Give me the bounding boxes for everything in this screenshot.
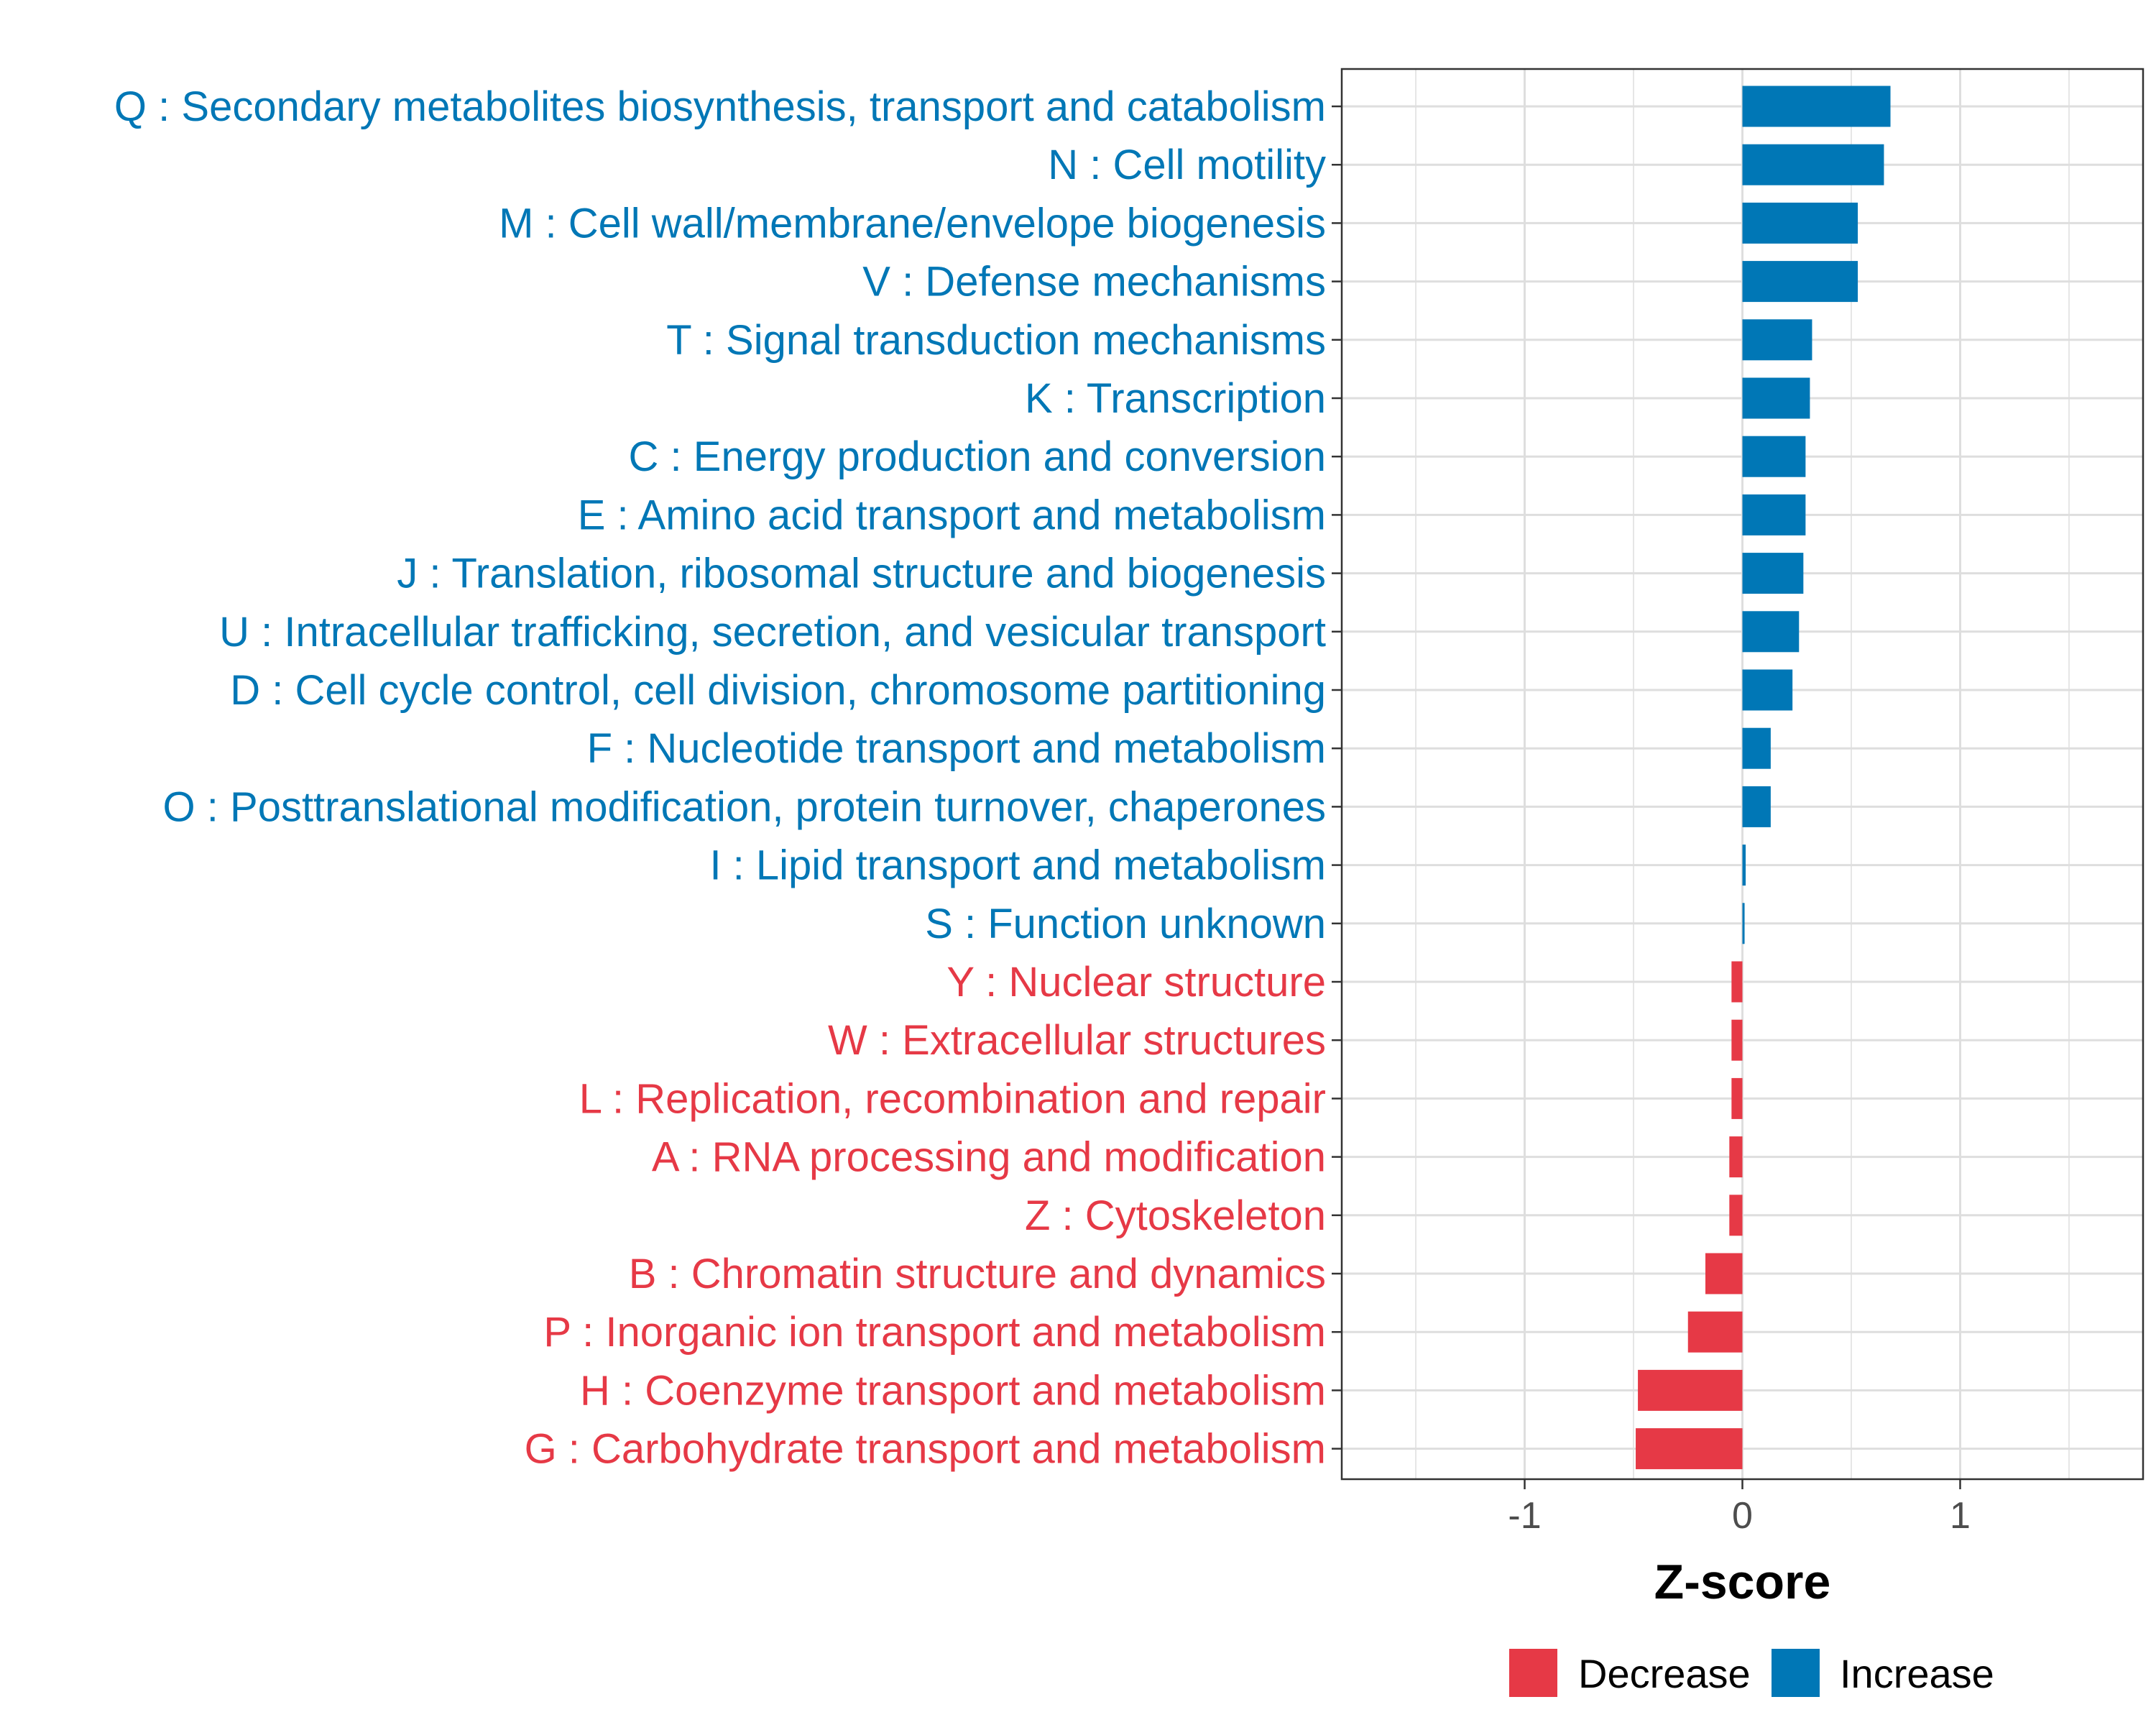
legend-swatch-decrease [1509, 1649, 1557, 1697]
x-tick-label: 0 [1732, 1495, 1753, 1537]
x-tick-label: 1 [1950, 1495, 1971, 1537]
category-label: L : Replication, recombination and repai… [579, 1075, 1326, 1122]
category-label: B : Chromatin structure and dynamics [629, 1251, 1326, 1297]
legend-label-decrease: Decrease [1578, 1651, 1751, 1696]
category-label: A : RNA processing and modification [652, 1134, 1326, 1181]
category-label: Y : Nuclear structure [946, 959, 1326, 1006]
x-axis-title: Z-score [1654, 1555, 1831, 1609]
legend-swatch-increase [1772, 1649, 1820, 1697]
bar-k [1742, 377, 1810, 419]
category-label: K : Transcription [1025, 375, 1326, 422]
bar-b [1705, 1253, 1743, 1294]
category-label: U : Intracellular trafficking, secretion… [219, 609, 1326, 656]
bar-d [1742, 669, 1793, 711]
category-label: T : Signal transduction mechanisms [666, 317, 1326, 364]
bar-j [1742, 553, 1804, 594]
category-label: Z : Cytoskeleton [1025, 1192, 1326, 1239]
bar-e [1742, 494, 1806, 535]
category-label: J : Translation, ribosomal structure and… [397, 551, 1326, 597]
category-label: O : Posttranslational modification, prot… [163, 783, 1326, 830]
bar-s [1742, 903, 1745, 944]
category-label: W : Extracellular structures [828, 1017, 1326, 1064]
category-label: C : Energy production and conversion [629, 433, 1326, 480]
bar-q [1742, 86, 1891, 127]
bar-l [1731, 1077, 1743, 1119]
category-label: H : Coenzyme transport and metabolism [580, 1367, 1326, 1414]
bar-v [1742, 261, 1858, 303]
category-label: M : Cell wall/membrane/envelope biogenes… [499, 200, 1326, 247]
category-label: P : Inorganic ion transport and metaboli… [543, 1309, 1326, 1356]
bar-t [1742, 319, 1812, 361]
category-label: D : Cell cycle control, cell division, c… [230, 667, 1326, 714]
category-label: F : Nucleotide transport and metabolism [587, 725, 1326, 772]
legend: Decrease Increase [1509, 1649, 1994, 1697]
bar-y [1731, 961, 1743, 1003]
category-label: I : Lipid transport and metabolism [709, 842, 1326, 889]
legend-label-increase: Increase [1840, 1651, 1994, 1696]
x-axis: -1 0 1 [1508, 1479, 1971, 1537]
x-tick-label: -1 [1508, 1495, 1541, 1537]
bar-w [1731, 1019, 1743, 1061]
category-labels: Q : Secondary metabolites biosynthesis, … [114, 83, 1342, 1473]
bar-a [1729, 1136, 1743, 1178]
bar-h [1638, 1369, 1743, 1411]
bar-z [1729, 1195, 1743, 1236]
bar-f [1742, 727, 1771, 769]
category-label: V : Defense mechanisms [862, 259, 1326, 305]
bar-m [1742, 202, 1858, 244]
bar-p [1687, 1311, 1743, 1353]
category-label: Q : Secondary metabolites biosynthesis, … [114, 83, 1326, 130]
category-label: G : Carbohydrate transport and metabolis… [525, 1426, 1326, 1473]
bar-c [1742, 436, 1806, 477]
category-label: S : Function unknown [925, 901, 1326, 947]
bar-o [1742, 786, 1771, 827]
bar-i [1742, 845, 1746, 886]
bar-g [1636, 1428, 1743, 1470]
bar-n [1742, 144, 1884, 185]
category-label: N : Cell motility [1048, 142, 1326, 188]
bar-u [1742, 611, 1800, 653]
bars [1636, 86, 1891, 1470]
category-label: E : Amino acid transport and metabolism [578, 492, 1326, 538]
